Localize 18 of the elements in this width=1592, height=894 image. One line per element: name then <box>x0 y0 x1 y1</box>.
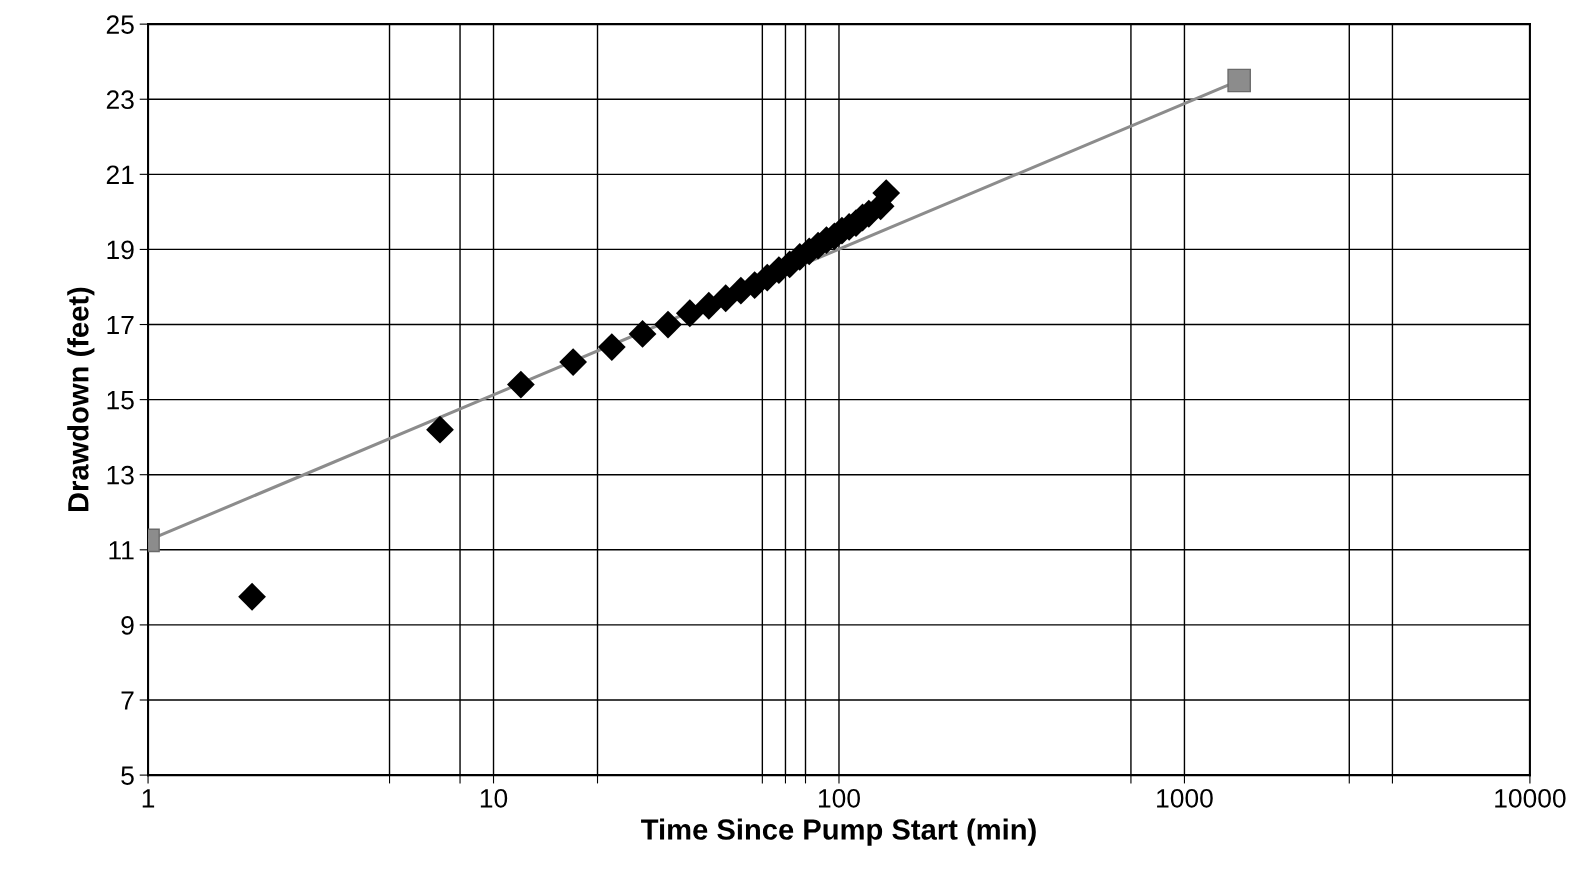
x-tick-label: 1 <box>142 789 155 808</box>
y-tick-label: 25 <box>106 15 134 34</box>
y-tick-label: 19 <box>107 240 134 260</box>
y-tick-label: 7 <box>121 691 134 710</box>
y-axis-title: Drawdown (feet) <box>67 287 95 512</box>
y-tick-label: 5 <box>121 766 134 785</box>
y-tick-label: 9 <box>121 616 134 635</box>
x-tick-label: 10000 <box>1495 788 1566 808</box>
x-tick-label: 100 <box>818 788 860 808</box>
x-tick-label: 1000 <box>1157 788 1213 808</box>
y-tick-label: 23 <box>106 90 134 110</box>
y-tick-label: 11 <box>109 541 134 560</box>
y-tick-label: 13 <box>107 465 134 485</box>
x-tick-label: 10 <box>480 788 508 808</box>
x-axis-title: Time Since Pump Start (min) <box>641 818 1036 846</box>
y-tick-label: 15 <box>107 391 134 410</box>
y-tick-label: 21 <box>106 165 134 184</box>
y-tick-label: 17 <box>107 315 134 335</box>
